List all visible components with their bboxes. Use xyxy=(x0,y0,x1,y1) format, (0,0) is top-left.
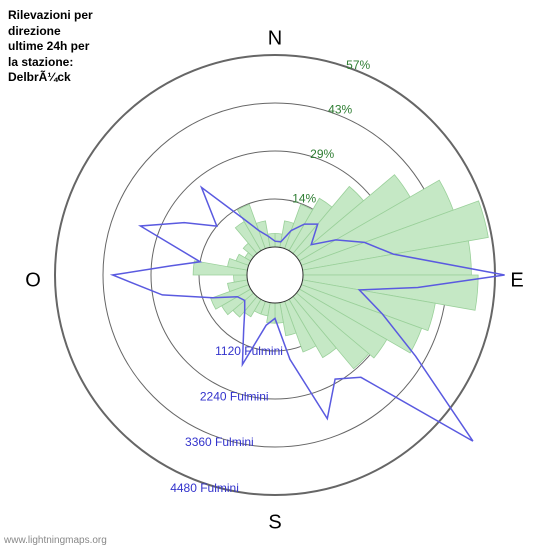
svg-text:E: E xyxy=(510,269,523,291)
strike-ring-labels: 1120 Fulmini 2240 Fulmini 3360 Fulmini 4480… xyxy=(170,344,283,495)
svg-text:57%: 57% xyxy=(346,58,370,72)
svg-text:S: S xyxy=(268,511,281,533)
svg-text:N: N xyxy=(268,27,282,49)
svg-text:1120 Fulmini: 1120 Fulmini xyxy=(215,344,283,358)
svg-text:4480 Fulmini: 4480 Fulmini xyxy=(170,481,239,495)
svg-text:14%: 14% xyxy=(292,192,316,206)
svg-text:43%: 43% xyxy=(328,103,352,117)
polar-chart-svg: 14% 29% 43% 57% 1120 Fulmini 2240 Fulmini 336… xyxy=(0,0,550,550)
svg-text:2240 Fulmini: 2240 Fulmini xyxy=(200,390,269,404)
chart-container: Rilevazioni perdirezioneultime 24h perla… xyxy=(0,0,550,550)
footer-credit: www.lightningmaps.org xyxy=(4,535,107,546)
svg-text:O: O xyxy=(25,269,41,291)
center-hub xyxy=(247,247,303,303)
svg-text:3360 Fulmini: 3360 Fulmini xyxy=(185,435,254,449)
svg-text:29%: 29% xyxy=(310,147,334,161)
green-rose-bars xyxy=(193,175,488,369)
